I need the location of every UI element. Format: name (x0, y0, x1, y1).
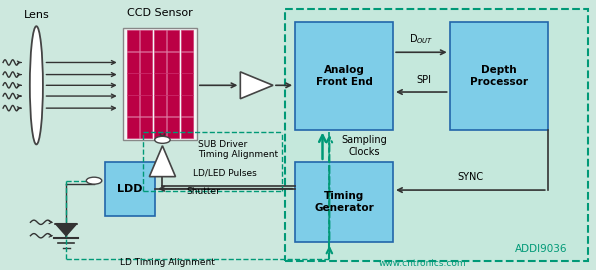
FancyBboxPatch shape (181, 73, 193, 94)
FancyBboxPatch shape (167, 95, 179, 116)
FancyBboxPatch shape (181, 117, 193, 138)
Polygon shape (55, 224, 77, 236)
Text: Analog
Front End: Analog Front End (316, 65, 372, 87)
FancyBboxPatch shape (154, 73, 166, 94)
FancyBboxPatch shape (154, 95, 166, 116)
FancyBboxPatch shape (127, 117, 139, 138)
Text: SUB Driver
Timing Alignment: SUB Driver Timing Alignment (198, 140, 278, 159)
FancyBboxPatch shape (167, 117, 179, 138)
FancyBboxPatch shape (295, 162, 393, 242)
Text: D$_{OUT}$: D$_{OUT}$ (409, 32, 434, 46)
Text: Sampling
Clocks: Sampling Clocks (342, 135, 387, 157)
FancyBboxPatch shape (140, 95, 153, 116)
FancyBboxPatch shape (127, 52, 139, 73)
FancyBboxPatch shape (449, 22, 548, 130)
FancyBboxPatch shape (181, 95, 193, 116)
FancyBboxPatch shape (140, 117, 153, 138)
Text: ADDI9036: ADDI9036 (515, 244, 567, 254)
Polygon shape (240, 72, 273, 99)
Text: www.cntronics.com: www.cntronics.com (379, 259, 467, 268)
FancyBboxPatch shape (127, 73, 139, 94)
FancyBboxPatch shape (167, 52, 179, 73)
Text: SPI: SPI (417, 75, 432, 85)
FancyBboxPatch shape (167, 30, 179, 51)
Text: SYNC: SYNC (457, 172, 483, 182)
FancyBboxPatch shape (140, 73, 153, 94)
Text: LDD: LDD (117, 184, 143, 194)
FancyBboxPatch shape (127, 30, 139, 51)
FancyBboxPatch shape (123, 28, 197, 140)
FancyBboxPatch shape (105, 162, 156, 215)
FancyBboxPatch shape (127, 95, 139, 116)
FancyBboxPatch shape (167, 73, 179, 94)
Ellipse shape (30, 26, 43, 144)
Text: Timing
Generator: Timing Generator (314, 191, 374, 213)
FancyBboxPatch shape (154, 52, 166, 73)
FancyBboxPatch shape (181, 30, 193, 51)
FancyBboxPatch shape (154, 117, 166, 138)
FancyBboxPatch shape (295, 22, 393, 130)
Text: Shutter: Shutter (186, 187, 220, 196)
Circle shape (155, 136, 170, 143)
Text: Depth
Processor: Depth Processor (470, 65, 527, 87)
Circle shape (86, 177, 102, 184)
FancyBboxPatch shape (140, 52, 153, 73)
FancyBboxPatch shape (181, 52, 193, 73)
Text: LD/LED Pulses: LD/LED Pulses (193, 168, 257, 177)
Polygon shape (150, 146, 175, 177)
FancyBboxPatch shape (140, 30, 153, 51)
FancyBboxPatch shape (154, 30, 166, 51)
FancyBboxPatch shape (285, 9, 588, 261)
Text: Lens: Lens (23, 11, 49, 21)
Text: LD Timing Alignment: LD Timing Alignment (120, 258, 215, 267)
Text: CCD Sensor: CCD Sensor (127, 8, 193, 18)
